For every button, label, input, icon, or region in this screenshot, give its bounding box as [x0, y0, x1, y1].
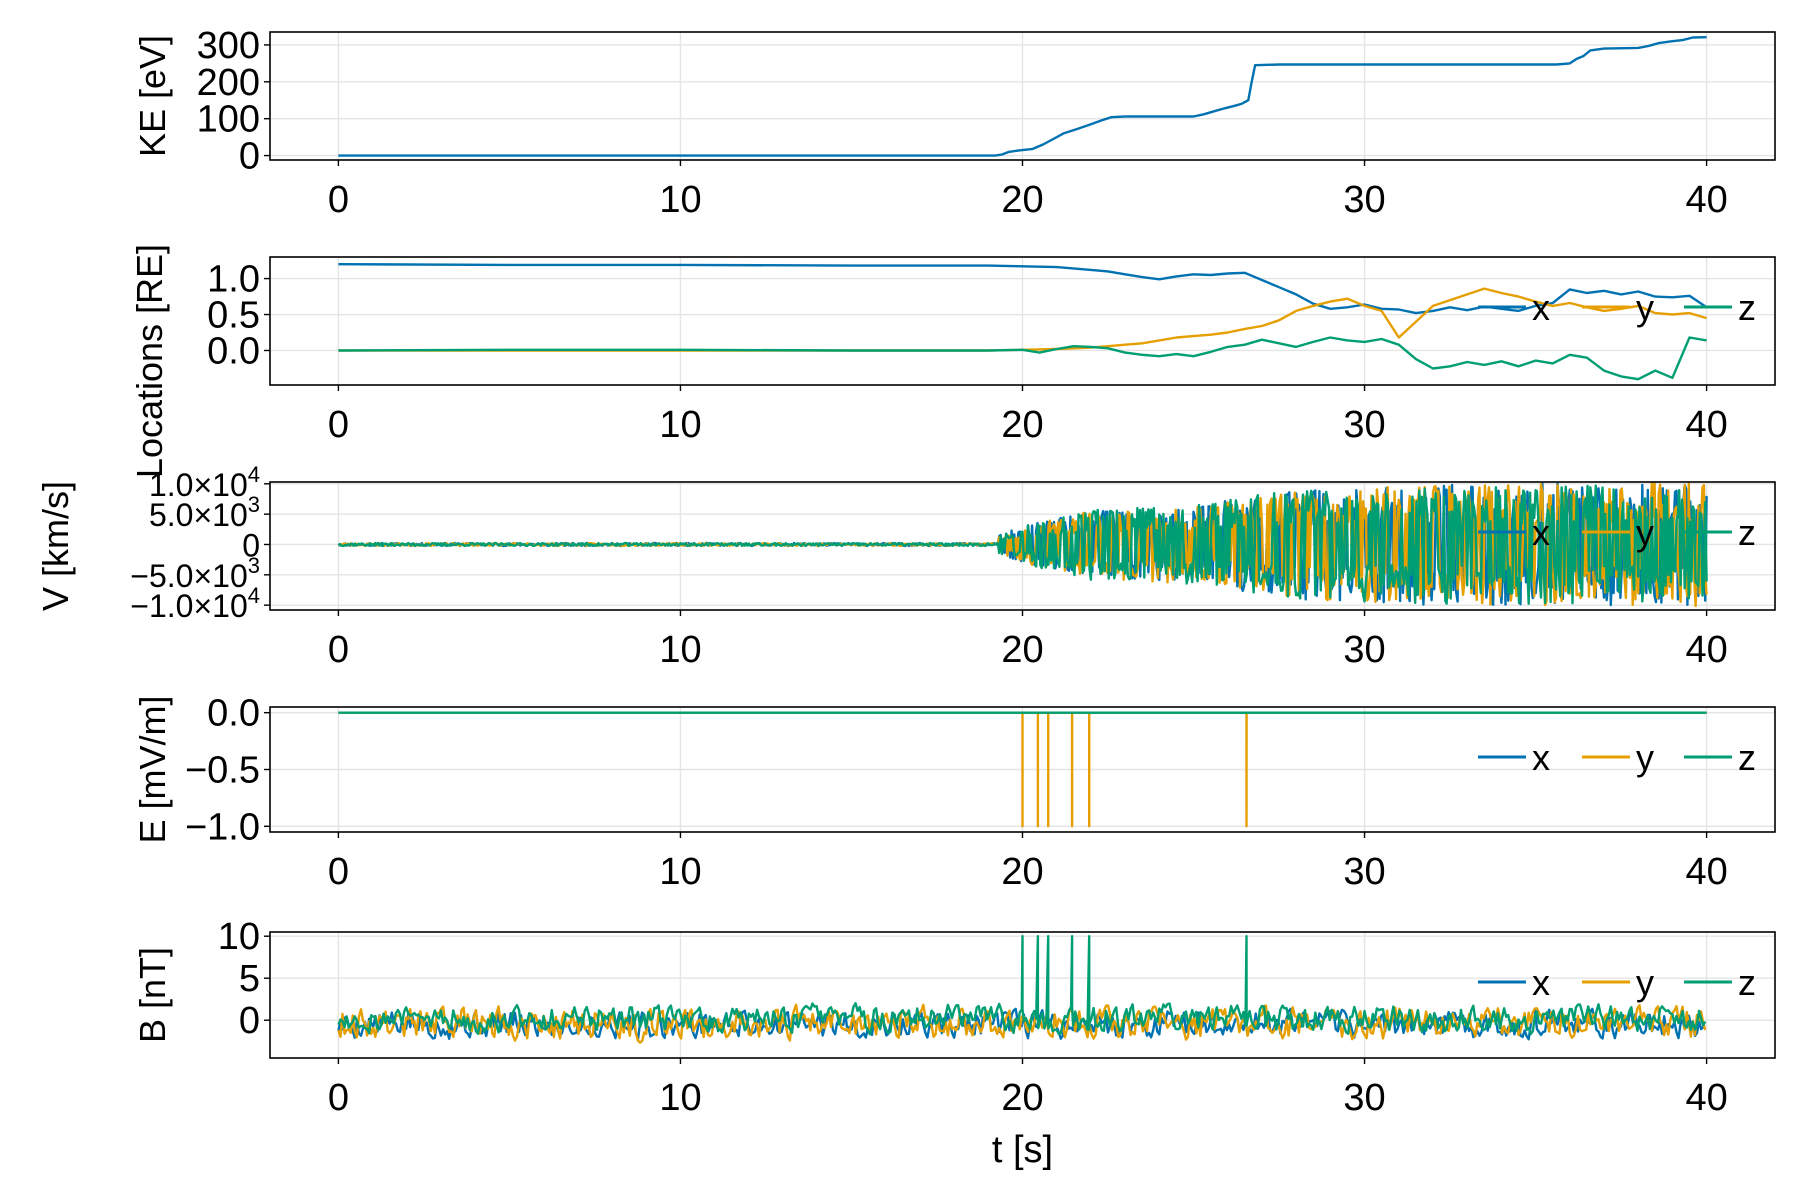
- y-axis-label: V [km/s]: [35, 481, 76, 611]
- series-line-z: [338, 336, 1707, 381]
- series-line-y: [337, 1003, 1707, 1044]
- x-tick-label: 10: [659, 629, 701, 671]
- y-axis-label: B [nT]: [132, 947, 173, 1043]
- series-line-z: [337, 484, 1708, 605]
- x-tick-label: 10: [659, 1077, 701, 1119]
- y-tick-mantissa: −5.0×10: [130, 558, 247, 594]
- x-tick-label: 40: [1685, 1077, 1727, 1119]
- legend-label-y: y: [1636, 962, 1654, 1003]
- y-tick-exponent: 4: [248, 462, 260, 487]
- y-tick-mantissa: 5.0×10: [149, 497, 248, 533]
- legend-label-x: x: [1532, 962, 1550, 1003]
- legend-label-z: z: [1738, 512, 1756, 553]
- y-tick-label: 100: [197, 99, 260, 141]
- x-tick-label: 0: [328, 629, 349, 671]
- x-tick-label: 30: [1343, 851, 1385, 893]
- y-tick-label: −1.0: [185, 806, 260, 848]
- panel-2: 0 10 20 30 40 0.00.51.0 Locations [RE] x y z: [129, 244, 1776, 478]
- y-tick-exponent: 4: [248, 583, 260, 608]
- legend-label-y: y: [1636, 287, 1654, 328]
- legend-label-x: x: [1532, 512, 1550, 553]
- x-tick-label: 10: [659, 179, 701, 221]
- plot-area: [338, 711, 1707, 828]
- x-tick-label: 10: [659, 851, 701, 893]
- y-tick-mantissa: 1.0×10: [149, 467, 248, 503]
- y-tick-exponent: 3: [248, 492, 260, 517]
- y-tick-label: 0.5: [207, 295, 260, 337]
- series-line-x: [338, 36, 1707, 157]
- x-tick-label: 10: [659, 404, 701, 446]
- panel-3: 0 10 20 30 401.0×1045.0×1030−5.0×103−1.0×104…: [35, 462, 1776, 671]
- y-tick-label: 0: [239, 1000, 260, 1042]
- legend-label-y: y: [1636, 737, 1654, 778]
- y-tick-label: 0: [239, 136, 260, 178]
- x-tick-label: 20: [1001, 629, 1043, 671]
- legend: x y z: [1478, 512, 1756, 553]
- series-line-z: [337, 935, 1707, 1036]
- plot-area: [338, 36, 1707, 157]
- y-tick-mantissa: −1.0×10: [130, 588, 247, 624]
- legend-label-z: z: [1738, 737, 1756, 778]
- y-tick-label: −1.0×104: [130, 583, 260, 624]
- x-tick-label: 0: [328, 1077, 349, 1119]
- y-tick-label: 5.0×103: [149, 492, 260, 533]
- x-tick-label: 40: [1685, 851, 1727, 893]
- legend-label-z: z: [1738, 287, 1756, 328]
- legend: x y z: [1478, 737, 1756, 778]
- y-tick-label: 300: [197, 25, 260, 67]
- x-tick-label: 30: [1343, 629, 1385, 671]
- x-tick-label: 20: [1001, 404, 1043, 446]
- plot-area: [337, 482, 1708, 608]
- plot-area: [337, 935, 1707, 1044]
- x-tick-label: 30: [1343, 179, 1385, 221]
- legend-label-x: x: [1532, 737, 1550, 778]
- y-tick-label: 0: [242, 527, 260, 563]
- y-axis-label: Locations [RE]: [129, 244, 170, 478]
- y-tick-label: 1.0×104: [149, 462, 260, 503]
- legend: x y z: [1478, 287, 1756, 328]
- panel-4: 0 10 20 30 40 0.0 −0.5 −1.0 E [mV/m] x y z: [132, 693, 1776, 893]
- x-tick-label: 40: [1685, 404, 1727, 446]
- x-tick-label: 20: [1001, 851, 1043, 893]
- x-tick-label: 0: [328, 179, 349, 221]
- y-tick-label: 10: [218, 916, 260, 958]
- x-tick-label: 20: [1001, 1077, 1043, 1119]
- y-tick-label: 0.0: [207, 693, 260, 735]
- y-axis-label: E [mV/m]: [132, 695, 173, 843]
- y-axis-label: KE [eV]: [132, 35, 173, 157]
- y-tick-label: 5: [239, 958, 260, 1000]
- y-tick-label: −0.5: [185, 750, 260, 792]
- legend-label-x: x: [1532, 287, 1550, 328]
- x-tick-label: 0: [328, 851, 349, 893]
- y-tick-mantissa: 0: [242, 527, 260, 563]
- y-tick-label: 200: [197, 62, 260, 104]
- y-tick-exponent: 3: [248, 553, 260, 578]
- x-tick-label: 30: [1343, 1077, 1385, 1119]
- y-tick-label: 1.0: [207, 259, 260, 301]
- series-line-x: [338, 263, 1708, 315]
- y-tick-label: −5.0×103: [130, 553, 260, 594]
- x-tick-label: 40: [1685, 179, 1727, 221]
- x-tick-label: 0: [328, 404, 349, 446]
- x-tick-label: 40: [1685, 629, 1727, 671]
- x-axis-label: t [s]: [992, 1129, 1053, 1171]
- x-tick-label: 30: [1343, 404, 1385, 446]
- x-tick-label: 20: [1001, 179, 1043, 221]
- y-tick-label: 0.0: [207, 330, 260, 372]
- legend: x y z: [1478, 962, 1756, 1003]
- legend-label-z: z: [1738, 962, 1756, 1003]
- legend-label-y: y: [1636, 512, 1654, 553]
